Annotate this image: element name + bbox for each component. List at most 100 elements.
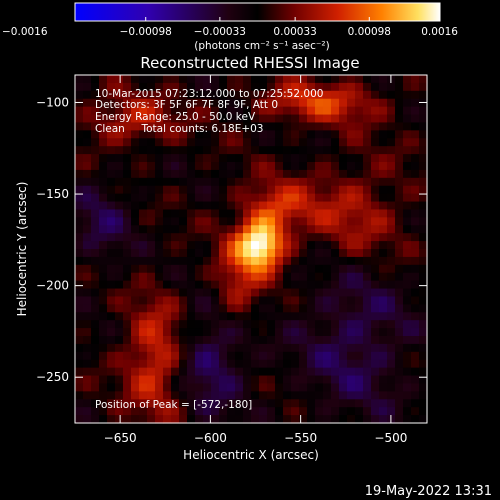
heatmap-cell xyxy=(291,106,300,116)
heatmap-cell xyxy=(107,169,116,179)
heatmap-cell xyxy=(315,407,324,416)
heatmap-cell xyxy=(371,233,380,242)
heatmap-cell xyxy=(107,288,116,298)
heatmap-cell xyxy=(195,399,204,408)
heatmap-cell xyxy=(203,75,212,84)
heatmap-cell xyxy=(107,336,116,345)
heatmap-cell xyxy=(347,415,356,424)
heatmap-cell xyxy=(307,75,316,84)
heatmap-cell xyxy=(171,82,180,92)
heatmap-cell xyxy=(187,177,196,187)
heatmap-cell xyxy=(291,272,300,282)
heatmap-cell xyxy=(123,217,132,226)
heatmap-cell xyxy=(355,98,364,108)
heatmap-cell xyxy=(419,336,428,345)
heatmap-cell xyxy=(283,122,292,131)
heatmap-cell xyxy=(115,114,124,124)
heatmap-cell xyxy=(195,241,204,250)
heatmap-cell xyxy=(283,209,292,218)
heatmap-cell xyxy=(211,304,220,313)
heatmap-cell xyxy=(363,209,372,218)
heatmap-cell xyxy=(315,264,324,274)
heatmap-cell xyxy=(131,280,140,290)
heatmap-cell xyxy=(91,359,100,369)
heatmap-cell xyxy=(171,256,180,266)
heatmap-cell xyxy=(123,209,132,218)
heatmap-cell xyxy=(315,312,324,321)
heatmap-cell xyxy=(179,114,188,124)
heatmap-cell xyxy=(211,391,220,400)
heatmap-cell xyxy=(411,280,420,290)
heatmap-cell xyxy=(195,359,204,369)
heatmap-cell xyxy=(419,272,428,282)
heatmap-cell xyxy=(107,201,116,211)
heatmap-cell xyxy=(83,82,92,92)
heatmap-cell xyxy=(347,98,356,108)
heatmap-cell xyxy=(323,383,332,392)
heatmap-cell xyxy=(163,217,172,226)
heatmap-cell xyxy=(147,241,156,250)
heatmap-cell xyxy=(259,351,268,361)
heatmap-cell xyxy=(243,288,252,298)
heatmap-cell xyxy=(379,399,388,408)
heatmap-cell xyxy=(387,122,396,131)
heatmap-cell xyxy=(131,90,140,100)
heatmap-cell xyxy=(307,233,316,242)
heatmap-cell xyxy=(187,343,196,353)
heatmap-cell xyxy=(355,185,364,195)
heatmap-cell xyxy=(211,114,220,124)
heatmap-cell xyxy=(395,114,404,124)
heatmap-cell xyxy=(355,296,364,305)
heatmap-cell xyxy=(171,146,180,155)
heatmap-cell xyxy=(307,225,316,234)
heatmap-cell xyxy=(179,296,188,305)
heatmap-cell xyxy=(331,359,340,369)
heatmap-cell xyxy=(235,225,244,234)
heatmap-cell xyxy=(267,304,276,313)
heatmap-cell xyxy=(267,415,276,424)
heatmap-cell xyxy=(275,383,284,392)
heatmap-cell xyxy=(267,343,276,353)
heatmap-cell xyxy=(227,320,236,329)
heatmap-cell xyxy=(299,304,308,313)
heatmap-cell xyxy=(139,106,148,116)
heatmap-cell xyxy=(123,201,132,211)
heatmap-cell xyxy=(99,383,108,392)
heatmap-cell xyxy=(323,209,332,218)
heatmap-cell xyxy=(115,169,124,179)
heatmap-cell xyxy=(411,75,420,84)
heatmap-cell xyxy=(211,90,220,100)
heatmap-cell xyxy=(131,383,140,392)
heatmap-cell xyxy=(371,328,380,337)
heatmap-cell xyxy=(115,90,124,100)
heatmap-cell xyxy=(411,399,420,408)
heatmap-cell xyxy=(91,225,100,234)
heatmap-cell xyxy=(315,296,324,305)
heatmap-cell xyxy=(107,304,116,313)
heatmap-cell xyxy=(195,122,204,131)
heatmap-cell xyxy=(75,233,84,242)
heatmap-cell xyxy=(251,233,260,242)
heatmap-cell xyxy=(243,336,252,345)
heatmap-cell xyxy=(267,351,276,361)
heatmap-cell xyxy=(155,225,164,234)
heatmap-cell xyxy=(379,217,388,226)
heatmap-cell xyxy=(339,375,348,385)
heatmap-cell xyxy=(283,193,292,203)
heatmap-cell xyxy=(267,312,276,321)
heatmap-cell xyxy=(299,399,308,408)
heatmap-cell xyxy=(123,241,132,250)
heatmap-cell xyxy=(91,138,100,147)
heatmap-cell xyxy=(419,233,428,242)
heatmap-cell xyxy=(227,304,236,313)
heatmap-cell xyxy=(411,169,420,179)
heatmap-cell xyxy=(307,328,316,337)
heatmap-cell xyxy=(91,328,100,337)
heatmap-cell xyxy=(91,217,100,226)
heatmap-cell xyxy=(115,399,124,408)
heatmap-cell xyxy=(155,75,164,84)
heatmap-cell xyxy=(235,296,244,305)
heatmap-cell xyxy=(243,98,252,108)
heatmap-cell xyxy=(115,272,124,282)
heatmap-cell xyxy=(275,320,284,329)
